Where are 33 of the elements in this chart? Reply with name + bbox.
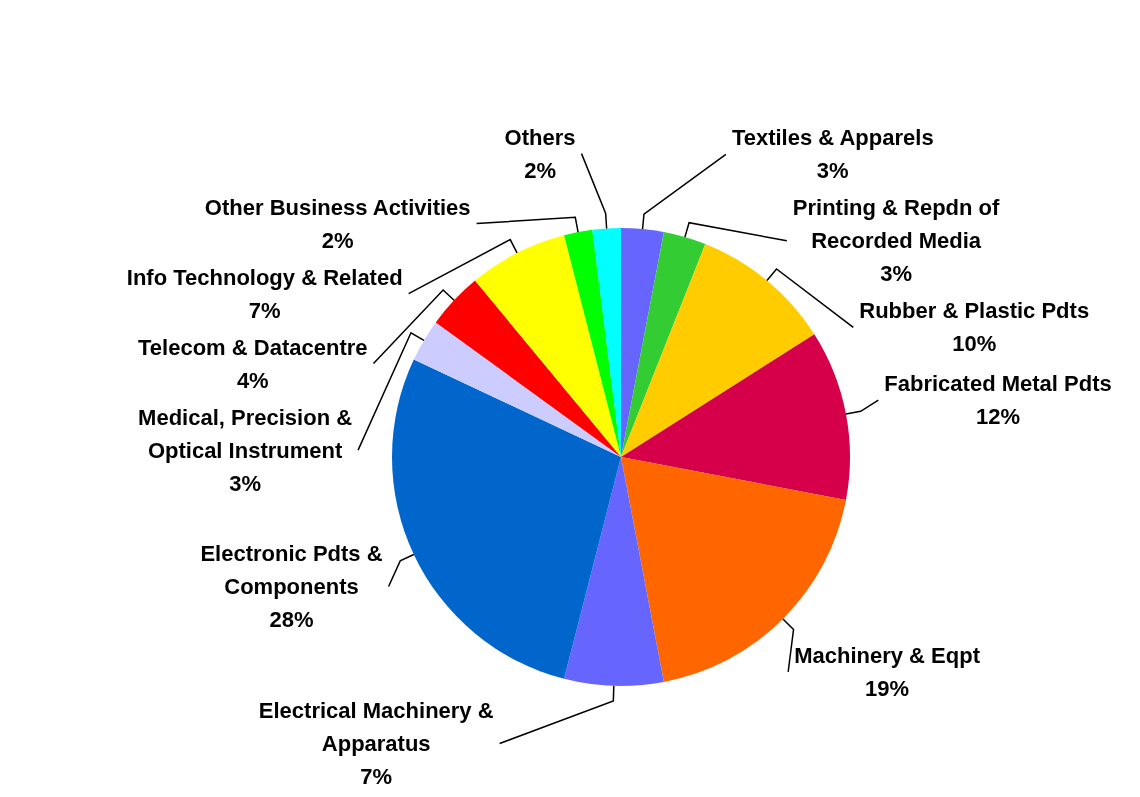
- pie-slice: [435, 280, 621, 457]
- slice-label: Printing & Repdn of Recorded Media: [792, 195, 1001, 254]
- slice-label: Info Technology & Related: [126, 264, 403, 290]
- data-label: 3%: [880, 261, 912, 287]
- data-label: 4%: [236, 367, 269, 393]
- slice-label: Others: [504, 124, 576, 150]
- pie-slice: [621, 232, 706, 457]
- slice-label: Telecom & Datacentre: [138, 334, 368, 360]
- slice-label: Fabricated Metal Pdts: [884, 371, 1112, 397]
- data-label: 19%: [865, 675, 910, 701]
- data-label: 2%: [321, 227, 354, 253]
- pie-slice: [413, 322, 621, 457]
- data-label: 3%: [816, 158, 849, 184]
- slice-label: Rubber & Plastic Pdts: [859, 298, 1090, 324]
- slice-label: Machinery & Eqpt: [794, 642, 981, 668]
- data-label: 2%: [524, 157, 556, 183]
- slice-label: Other Business Activities: [204, 194, 471, 220]
- slice-label: Medical, Precision & Optical Instrument: [138, 404, 353, 463]
- data-label: 28%: [269, 606, 314, 632]
- pie-slice: [475, 235, 621, 457]
- slice-label: Textiles & Apparels: [731, 125, 934, 151]
- slice-label: Electronic Pdts & Components: [200, 540, 383, 599]
- data-label: 12%: [976, 404, 1021, 430]
- data-label: 7%: [248, 297, 281, 323]
- slice-label: Electrical Machinery & Apparatus: [258, 698, 494, 756]
- pie-slice: [621, 228, 664, 457]
- pie-slice: [392, 359, 621, 679]
- pie-slice: [564, 457, 664, 686]
- data-label: 3%: [229, 470, 261, 496]
- data-label: 7%: [360, 764, 393, 789]
- data-label: 10%: [952, 331, 997, 357]
- pie-slice: [621, 334, 850, 500]
- pie-slice: [564, 229, 621, 457]
